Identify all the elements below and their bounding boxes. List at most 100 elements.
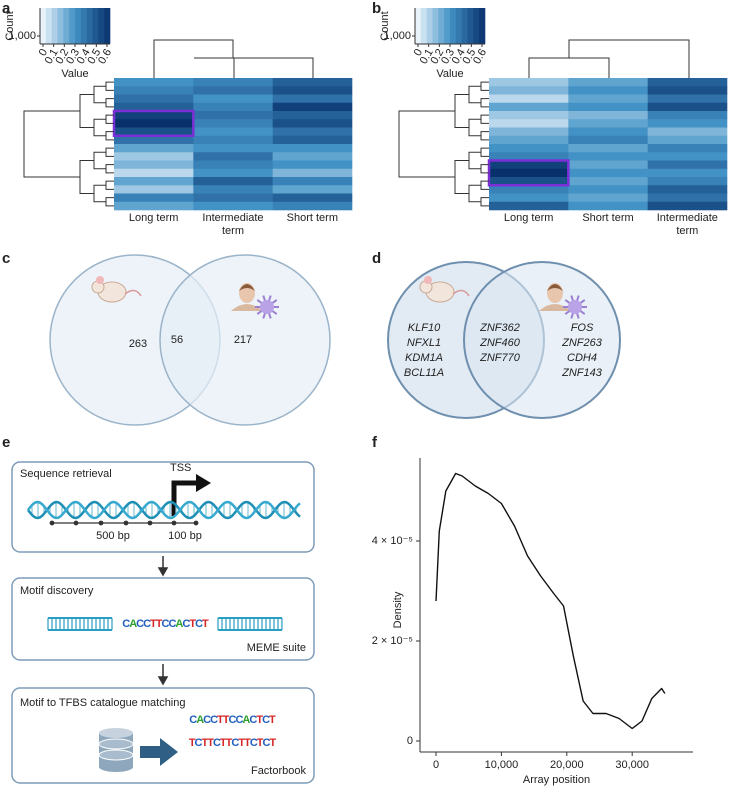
human-hair: [239, 284, 255, 291]
dna-ladder: [217, 618, 283, 630]
venn-count: 217: [234, 334, 252, 346]
heatmap-cell: [272, 111, 353, 120]
colorbar-cell: [63, 8, 70, 44]
flow-arrows: [157, 556, 169, 686]
y-tick-label: 4 × 10⁻⁵: [372, 535, 413, 547]
panel-letter: b: [372, 0, 382, 17]
colorbar-cell: [80, 8, 87, 44]
column-label: Intermediate term: [202, 212, 264, 237]
value-label: Value: [436, 68, 463, 80]
motif-logo: TCTTCTTCTTCTCT: [189, 737, 277, 749]
gene-name: KLF10: [408, 322, 441, 334]
heatmap-cell: [647, 185, 728, 194]
heatmap-cell: [647, 144, 728, 153]
colorbar-cell: [467, 8, 474, 44]
heatmap-cell: [114, 160, 194, 170]
position-ruler: [49, 520, 199, 526]
dna-ladder: [47, 618, 113, 630]
colorbar-cell: [455, 8, 462, 44]
heatmap-cell: [647, 86, 728, 95]
gene-name: NFXL1: [407, 337, 441, 349]
colorbar-cell: [98, 8, 105, 44]
heatmap-cell: [568, 144, 648, 153]
motif-logo: CACCTTCCACTCT: [189, 714, 276, 726]
heatmap-cell: [193, 111, 273, 120]
venn-circle: [159, 254, 331, 426]
heatmap-cell: [114, 78, 194, 87]
heatmap-cell: [647, 94, 728, 104]
count-tick-label: 1,000: [383, 30, 411, 42]
heatmap-cell: [114, 177, 194, 186]
heatmap-cell: [489, 135, 569, 145]
cell-icon: [260, 300, 274, 314]
mouse-tail: [452, 289, 470, 297]
heatmap-cell: [568, 185, 648, 194]
colorbar-cell: [479, 8, 486, 44]
heatmap-cell: [193, 102, 273, 112]
heatmap-cell: [568, 135, 648, 145]
heatmap-cell: [272, 78, 353, 87]
panel-letter: e: [2, 434, 11, 451]
x-tick-label: 30,000: [615, 759, 649, 771]
heatmap-cell: [489, 144, 569, 153]
column-label: Long term: [128, 212, 179, 224]
heatmap-cell: [193, 119, 273, 128]
tss-label: TSS: [170, 462, 191, 474]
heatmap-cell: [193, 135, 273, 145]
heatmap-cell: [568, 102, 648, 112]
heatmap-cell: [114, 86, 194, 95]
heatmap-cell: [489, 168, 569, 178]
heatmap-cell: [114, 135, 194, 145]
tool-label: MEME suite: [247, 642, 306, 654]
heatmap-cell: [568, 127, 648, 137]
heatmap-cell: [193, 168, 273, 178]
column-label: Long term: [503, 212, 554, 224]
colorbar-cell: [438, 8, 445, 44]
gene-name: CDH4: [567, 352, 597, 364]
heatmap-cell: [489, 160, 569, 170]
step-box: [11, 687, 315, 784]
heatmap-cell: [568, 168, 648, 178]
heatmap-cell: [647, 102, 728, 112]
colorbar-cell: [75, 8, 82, 44]
y-axis-label: Density: [392, 591, 404, 628]
panel-letter: c: [2, 250, 11, 267]
row-dendrogram: [23, 81, 114, 207]
mouse-icon: [424, 276, 432, 284]
heatmap-cell: [272, 127, 353, 137]
colorbar-cell: [432, 8, 439, 44]
heatmap-cell: [272, 102, 353, 112]
x-tick-label: 10,000: [485, 759, 519, 771]
heatmap-cell: [272, 135, 353, 145]
heatmap-cell: [272, 119, 353, 128]
heatmap-cell: [568, 78, 648, 87]
panel-letter: a: [2, 0, 11, 17]
column-dendrogram: [528, 39, 690, 78]
heatmap-cell: [193, 185, 273, 194]
heatmap-cell: [114, 127, 194, 137]
count-tick-label: 1,000: [8, 30, 36, 42]
heatmap-cell: [114, 94, 194, 104]
heatmap-cell: [114, 111, 194, 120]
heatmap-cell: [568, 86, 648, 95]
heatmap-cell: [647, 111, 728, 120]
heatmap-cell: [647, 78, 728, 87]
colorbar-cell: [426, 8, 433, 44]
human-hair: [547, 284, 563, 291]
heatmap-cell: [489, 94, 569, 104]
heatmap-cell: [568, 193, 648, 203]
heatmap-cell: [114, 152, 194, 161]
heatmap-cell: [193, 152, 273, 161]
x-axis-label: Array position: [523, 774, 590, 786]
heatmap-cell: [489, 127, 569, 137]
heatmap-cell: [114, 168, 194, 178]
length-label: 100 bp: [168, 530, 202, 542]
count-label: Count: [379, 11, 391, 40]
heatmap-cell: [114, 119, 194, 128]
heatmap-cell: [272, 193, 353, 203]
dna-strand: [27, 500, 301, 520]
heatmap-cell: [193, 127, 273, 137]
heatmap-cell: [114, 185, 194, 194]
heatmap-cell: [489, 86, 569, 95]
colorbar-cell: [473, 8, 480, 44]
